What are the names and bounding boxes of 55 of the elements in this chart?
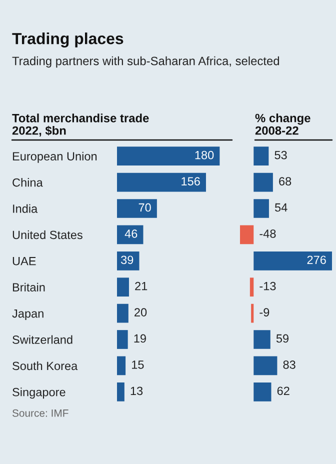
y-tick-label: Singapore [12, 388, 66, 399]
data-label: 20 [134, 308, 147, 316]
data-label: 180 [195, 150, 214, 160]
data-label: -48 [260, 230, 276, 238]
y-tick-label: India [13, 204, 38, 213]
bar [254, 172, 273, 192]
bar [117, 251, 140, 270]
x-axis-title: % change 2008-22 [255, 114, 310, 135]
y-tick-label: Switzerland [12, 335, 72, 344]
data-label: 156 [182, 177, 200, 186]
bar [117, 356, 126, 376]
bar [254, 382, 272, 402]
data-label: 59 [276, 334, 289, 343]
y-tick-label: European Union [12, 152, 97, 163]
data-label: 21 [135, 282, 148, 290]
data-label: 46 [124, 230, 138, 238]
bar [254, 356, 278, 376]
y-tick-label: Britain [12, 282, 45, 292]
data-label: 13 [130, 386, 143, 396]
bar [117, 172, 206, 192]
data-label: 70 [138, 203, 151, 212]
bar [117, 278, 129, 297]
data-label: 39 [121, 256, 134, 264]
y-tick-label: United States [12, 230, 82, 240]
bar [251, 304, 254, 323]
bar [117, 304, 128, 323]
bar [117, 382, 124, 402]
x-axis-title: Total merchandise trade 2022, $bn [12, 114, 149, 137]
bar [117, 330, 128, 349]
bar [254, 199, 269, 218]
y-tick-label: Japan [12, 309, 44, 320]
data-label: 276 [307, 256, 326, 264]
chart-title: Trading places [12, 32, 124, 48]
bar [117, 146, 220, 166]
y-tick-label: South Korea [12, 361, 78, 370]
data-label: 15 [132, 360, 144, 369]
data-label: 19 [134, 334, 146, 343]
chart-subtitle: Trading partners with sub-Saharan Africa, selected [12, 56, 280, 68]
data-label: 53 [274, 150, 287, 160]
y-tick-label: China [12, 178, 43, 187]
source-note: Source: IMF [12, 409, 68, 417]
bar [254, 251, 332, 270]
y-tick-label: UAE [12, 257, 36, 266]
bar [250, 278, 254, 297]
data-label: 68 [279, 177, 292, 186]
data-label: 62 [277, 386, 290, 396]
bar [117, 225, 144, 244]
data-label: -13 [260, 282, 276, 290]
data-label: 54 [274, 203, 288, 212]
bar [117, 199, 157, 218]
data-label: -9 [260, 308, 270, 316]
data-label: 83 [283, 360, 296, 369]
bar [254, 146, 269, 166]
bar [240, 225, 254, 244]
bar [254, 330, 270, 349]
